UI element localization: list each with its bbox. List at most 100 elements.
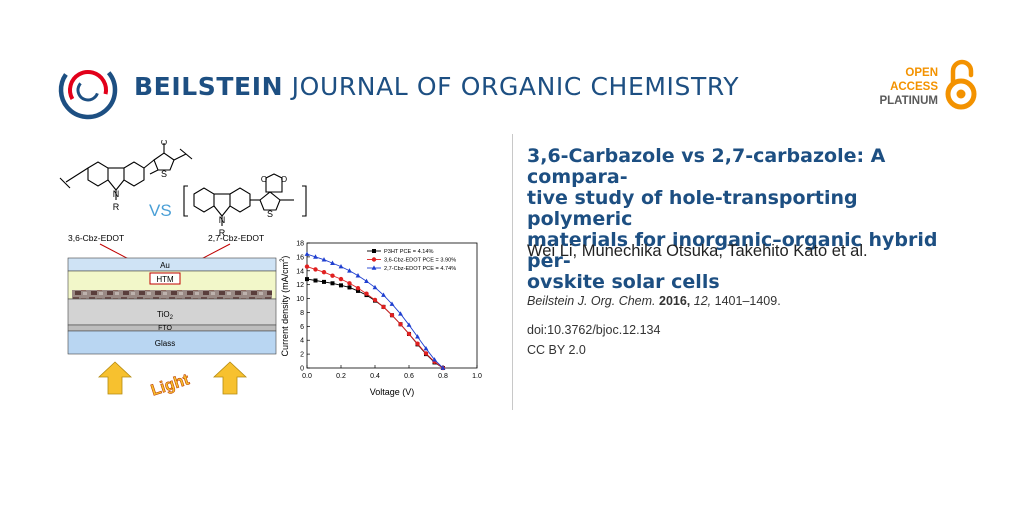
y-tick-label: 2 (300, 352, 304, 359)
article-title-line: tive study of hole-transporting polymeri… (527, 187, 858, 230)
layer-tio2-sub: 2 (170, 315, 174, 321)
series-group (305, 277, 445, 370)
molecule-label-2-7: 2,7-Cbz-EDOT (208, 233, 264, 243)
data-point (423, 351, 429, 356)
data-point (330, 260, 335, 265)
data-point (415, 334, 420, 339)
article-license[interactable]: CC BY 2.0 (527, 343, 586, 357)
series-line (306, 266, 444, 369)
graphical-abstract: N R S O 3,6-Cbz-EDOT VS N R S O O 2,7-Cb… (59, 140, 482, 400)
layer-glass: Glass (155, 339, 175, 348)
atom-label-o: O (281, 175, 287, 184)
data-point (398, 322, 403, 327)
y-tick-label: 0 (300, 366, 304, 373)
light-arrows (97, 361, 248, 395)
data-point (355, 285, 361, 291)
data-point (338, 264, 344, 269)
data-point (406, 331, 412, 337)
legend-label: 3,6-Cbz-EDOT PCE = 3.90% (384, 258, 456, 264)
journal-header: BEILSTEIN JOURNAL OF ORGANIC CHEMISTRY (56, 58, 738, 122)
data-point (372, 297, 378, 303)
data-point (339, 283, 343, 288)
data-point (389, 301, 395, 306)
article-doi[interactable]: doi:10.3762/bjoc.12.134 (527, 323, 661, 337)
series-group (304, 251, 446, 370)
citation-journal: Beilstein J. Org. Chem. (527, 294, 656, 308)
y-tick-label: 10 (296, 296, 304, 303)
y-axis-label-sup: 2 (280, 258, 286, 262)
article-title-line: materials for inorganic–organic hybrid p… (527, 229, 938, 272)
data-point (372, 284, 378, 290)
axis-ticks: 0.0 0.2 0.4 0.6 0.8 1.0 0 2 4 6 8 10 12 14 16 18 (296, 241, 482, 381)
data-point (304, 264, 310, 269)
atom-label-r: R (113, 202, 120, 212)
y-tick-label: 14 (296, 268, 304, 275)
data-series (304, 251, 446, 371)
data-point (356, 288, 360, 293)
atom-label-o: O (261, 175, 267, 184)
molecule-2-7-cbz-edot (183, 173, 307, 226)
article-info: 3,6-Carbazole vs 2,7-carbazole: A compar… (527, 146, 967, 358)
data-point (381, 292, 386, 297)
data-point (322, 279, 326, 284)
citation-year: 2016, (659, 294, 691, 308)
jv-chart: 0.0 0.2 0.4 0.6 0.8 1.0 0 2 4 6 8 10 12 14 16 18 P3HT P… (280, 241, 482, 398)
y-tick-label: 12 (296, 282, 304, 289)
data-point (330, 281, 335, 286)
data-point (313, 267, 318, 272)
article-citation: Beilstein J. Org. Chem. 2016, 12, 1401–1… (527, 294, 781, 308)
x-tick-label: 0.4 (370, 373, 380, 380)
journal-name-rest: JOURNAL OF ORGANIC CHEMISTRY (283, 72, 740, 101)
light-label: Light (149, 371, 192, 399)
data-point (406, 322, 412, 327)
y-axis-label-close: ) (280, 256, 290, 259)
open-access-text: OPEN ACCESS PLATINUM (879, 66, 938, 108)
open-access-badge: OPEN ACCESS PLATINUM (868, 56, 978, 112)
oa-line-platinum: PLATINUM (879, 95, 938, 107)
data-point (338, 276, 344, 282)
journal-name-bold: BEILSTEIN (134, 72, 284, 101)
data-point (371, 257, 377, 262)
data-point (372, 249, 376, 253)
x-tick-label: 0.2 (336, 373, 346, 380)
data-point (364, 278, 369, 283)
y-axis-label: Current density (mA/cm2) (280, 256, 290, 357)
data-point (313, 254, 318, 259)
data-point (364, 291, 369, 296)
data-point (432, 357, 437, 362)
data-point (347, 285, 352, 290)
layer-tio2-main: TiO (157, 310, 170, 319)
article-title-line: ovskite solar cells (527, 271, 720, 293)
citation-pages: 1401–1409. (714, 294, 781, 308)
data-point (313, 278, 318, 283)
data-point (398, 311, 403, 316)
data-point (381, 304, 386, 310)
data-point (330, 273, 335, 278)
data-point (305, 277, 309, 282)
article-title[interactable]: 3,6-Carbazole vs 2,7-carbazole: A compar… (527, 146, 967, 293)
vs-label: VS (149, 201, 172, 220)
device-stack (67, 257, 277, 355)
journal-name: BEILSTEIN JOURNAL OF ORGANIC CHEMISTRY (134, 72, 739, 101)
citation-volume: 12, (693, 294, 712, 308)
data-point (347, 281, 352, 286)
open-lock-icon (945, 59, 977, 110)
x-tick-label: 0.0 (302, 373, 312, 380)
data-point (347, 268, 352, 273)
atom-label-r: R (219, 228, 226, 238)
series-line (306, 278, 444, 369)
vertical-divider (512, 134, 513, 410)
molecule-3-6-cbz-edot (59, 143, 193, 200)
data-point (423, 345, 429, 351)
article-authors: Wei Li, Munechika Otsuka, Takehito Kato … (527, 242, 868, 260)
layer-tio2: TiO2 (157, 310, 174, 321)
data-point (321, 257, 327, 262)
y-tick-label: 8 (300, 310, 304, 317)
layer-htm: HTM (156, 275, 174, 284)
x-tick-label: 0.8 (438, 373, 448, 380)
atom-label-s: S (267, 209, 273, 219)
data-point (371, 265, 377, 270)
data-point (389, 313, 395, 318)
data-point (440, 365, 446, 370)
atom-label-s: S (161, 169, 167, 179)
